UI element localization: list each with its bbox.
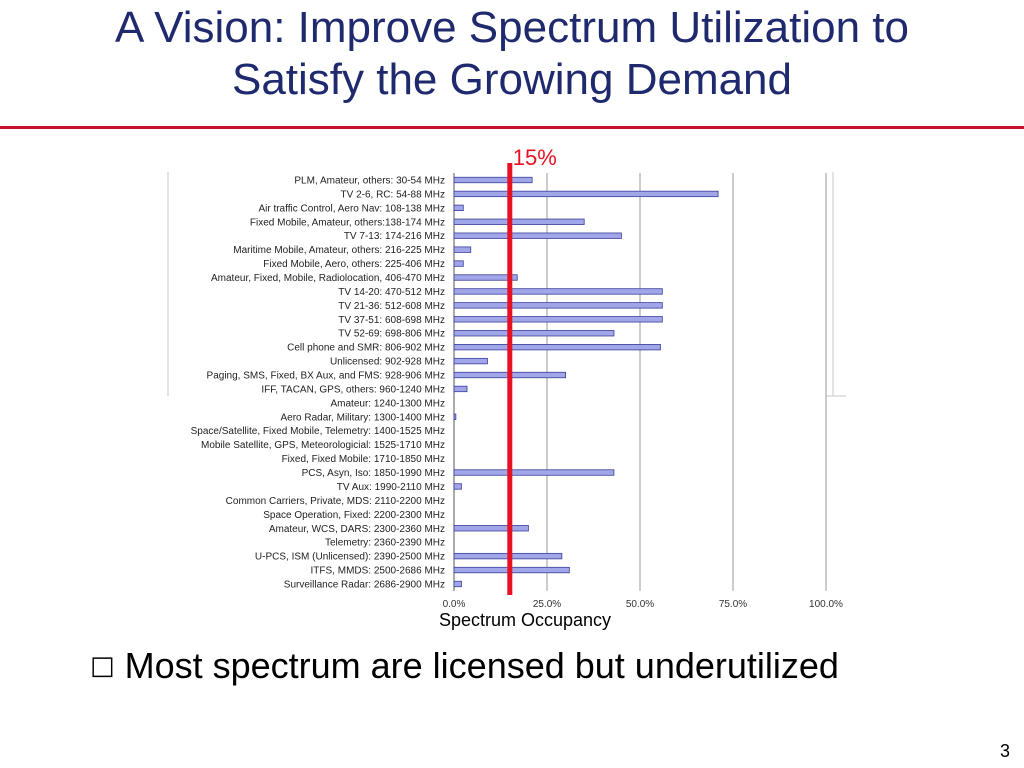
x-axis-label: Spectrum Occupancy <box>438 610 612 630</box>
bar <box>453 344 661 351</box>
category-label: Maritime Mobile, Amateur, others: 216-22… <box>233 245 445 256</box>
category-label: Paging, SMS, Fixed, BX Aux, and FMS: 928… <box>207 371 445 382</box>
category-label: Surveillance Radar: 2686-2900 MHz <box>284 579 445 590</box>
bar <box>453 260 464 267</box>
chart-reference-line: 15% <box>507 145 557 595</box>
bar <box>453 288 663 295</box>
bullet-box-icon: □ <box>90 651 115 681</box>
category-label: TV 14-20: 470-512 MHz <box>338 287 445 298</box>
category-label: Telemetry: 2360-2390 MHz <box>325 538 445 549</box>
bullet-point: □ Most spectrum are licensed but underuti… <box>90 645 839 687</box>
category-label: IFF, TACAN, GPS, others: 960-1240 MHz <box>261 384 445 395</box>
bar <box>453 204 464 212</box>
x-tick-label: 0.0% <box>443 599 466 610</box>
bar <box>453 580 462 588</box>
category-label: Amateur, WCS, DARS: 2300-2360 MHz <box>269 524 445 535</box>
chart-category-labels: PLM, Amateur, others: 30-54 MHz TV 2-6, R… <box>191 176 445 591</box>
category-label: Unlicensed: 902-928 MHz <box>330 357 445 368</box>
bar <box>453 525 529 532</box>
category-label: PLM, Amateur, others: 30-54 MHz <box>294 176 445 187</box>
category-label: TV 7-13: 174-216 MHz <box>344 231 445 242</box>
category-label: Cell phone and SMR: 806-902 MHz <box>287 343 445 354</box>
category-label: Amateur: 1240-1300 MHz <box>330 398 445 409</box>
bar <box>453 232 622 239</box>
chart-bars <box>453 176 719 588</box>
bar <box>453 330 615 337</box>
page-number: 3 <box>999 741 1010 761</box>
category-label: Space Operation, Fixed: 2200-2300 MHz <box>263 510 445 521</box>
category-label: U-PCS, ISM (Unlicensed): 2390-2500 MHz <box>255 552 445 563</box>
category-label: Aero Radar, Military: 1300-1400 MHz <box>280 412 445 423</box>
bar <box>453 413 457 420</box>
bar <box>453 246 472 253</box>
slide-title: A Vision: Improve Spectrum Utilization t… <box>0 2 1024 106</box>
chart-gridlines <box>453 173 827 591</box>
category-label: Common Carriers, Private, MDS: 2110-2200… <box>226 496 445 507</box>
category-label: TV Aux: 1990-2110 MHz <box>337 482 445 493</box>
bullet-text: Most spectrum are licensed but underutil… <box>124 645 839 686</box>
bar <box>453 176 533 184</box>
bar <box>453 469 615 476</box>
bar <box>453 274 518 281</box>
x-tick-label: 75.0% <box>719 599 747 610</box>
category-label: Air traffic Control, Aero Nav: 108-138 M… <box>258 203 445 214</box>
bar <box>453 218 585 225</box>
category-label: Fixed Mobile, Amateur, others:138-174 MH… <box>250 217 445 228</box>
category-label: PCS, Asyn, Iso: 1850-1990 MHz <box>302 468 445 479</box>
reference-line-label: 15% <box>513 145 557 170</box>
x-tick-label: 100.0% <box>809 599 843 610</box>
bar <box>453 190 719 198</box>
bar <box>453 483 462 490</box>
title-line-1: A Vision: Improve Spectrum Utilization t… <box>115 3 909 52</box>
bar <box>453 316 663 323</box>
reference-line <box>507 163 513 595</box>
category-label: Amateur, Fixed, Mobile, Radiolocation, 4… <box>211 273 445 284</box>
category-label: Fixed Mobile, Aero, others: 225-406 MHz <box>263 259 445 270</box>
category-label: TV 21-36: 512-608 MHz <box>338 301 445 312</box>
title-divider <box>0 126 1024 129</box>
title-line-2: Satisfy the Growing Demand <box>231 55 793 104</box>
category-label: TV 37-51: 608-698 MHz <box>338 315 445 326</box>
chart-frame <box>167 172 846 397</box>
bar <box>453 357 488 365</box>
bar <box>453 302 663 309</box>
category-label: TV 2-6, RC: 54-88 MHz <box>341 189 445 200</box>
category-label: Mobile Satellite, GPS, Meteorologicial: … <box>201 440 445 451</box>
x-tick-label: 50.0% <box>626 599 654 610</box>
chart-x-tick-labels: 0.0% 25.0% 50.0% 75.0% 100.0% <box>443 599 843 610</box>
category-label: Fixed, Fixed Mobile: 1710-1850 MHz <box>282 454 445 465</box>
category-label: Space/Satellite, Fixed Mobile, Telemetry… <box>191 426 445 437</box>
x-tick-label: 25.0% <box>533 599 561 610</box>
category-label: ITFS, MMDS: 2500-2686 MHz <box>311 566 445 577</box>
bar <box>453 385 468 393</box>
category-label: TV 52-69: 698-806 MHz <box>338 329 445 340</box>
